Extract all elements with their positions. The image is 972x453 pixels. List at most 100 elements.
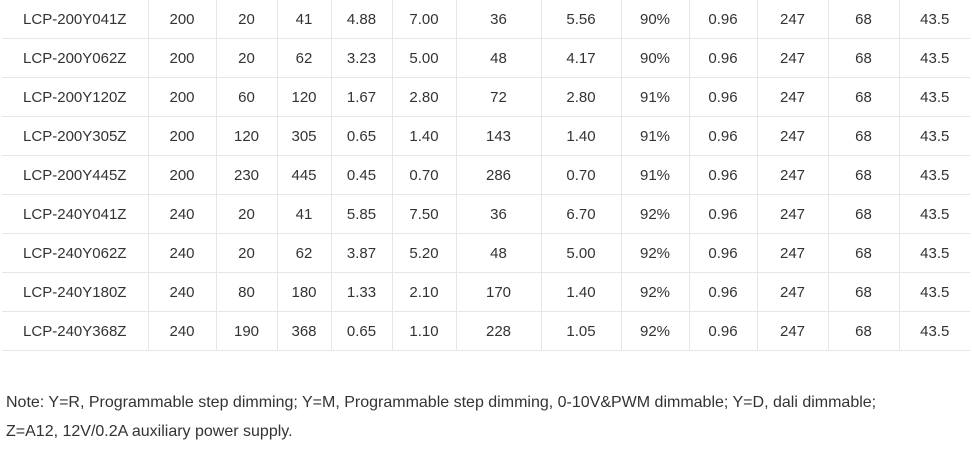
table-cell: 190: [216, 311, 278, 351]
table-cell: 240: [148, 311, 217, 351]
table-cell: 36: [456, 0, 542, 39]
table-cell: 43.5: [899, 233, 970, 273]
table-cell: 7.00: [392, 0, 457, 39]
model-cell: LCP-200Y062Z: [2, 38, 149, 78]
table-cell: 368: [277, 311, 332, 351]
table-cell: 247: [757, 38, 829, 78]
table-cell: 0.96: [689, 116, 758, 156]
footnote: Note: Y=R, Programmable step dimming; Y=…: [6, 388, 970, 446]
table-cell: 247: [757, 311, 829, 351]
table-cell: 0.96: [689, 194, 758, 234]
table-cell: 68: [828, 272, 900, 312]
table-cell: 247: [757, 116, 829, 156]
table-cell: 1.67: [331, 77, 393, 117]
model-cell: LCP-200Y445Z: [2, 155, 149, 195]
table-cell: 240: [148, 272, 217, 312]
table-cell: 0.96: [689, 272, 758, 312]
table-cell: 5.85: [331, 194, 393, 234]
table-cell: 240: [148, 194, 217, 234]
table-cell: 120: [216, 116, 278, 156]
table-cell: 247: [757, 77, 829, 117]
table-cell: 43.5: [899, 194, 970, 234]
table-cell: 445: [277, 155, 332, 195]
table-cell: 48: [456, 38, 542, 78]
table-cell: 7.50: [392, 194, 457, 234]
table-cell: 90%: [621, 0, 690, 39]
table-cell: 43.5: [899, 116, 970, 156]
table-cell: 180: [277, 272, 332, 312]
model-cell: LCP-200Y120Z: [2, 77, 149, 117]
table-cell: 3.87: [331, 233, 393, 273]
table-cell: 247: [757, 194, 829, 234]
table-cell: 5.00: [541, 233, 622, 273]
table-cell: 2.80: [392, 77, 457, 117]
table-cell: 43.5: [899, 155, 970, 195]
table-cell: 68: [828, 0, 900, 39]
table-cell: 170: [456, 272, 542, 312]
table-row: LCP-240Y180Z 240 80 180 1.33 2.10 170 1.40 92% 0.…: [2, 272, 970, 312]
table-cell: 68: [828, 116, 900, 156]
table-cell: 247: [757, 155, 829, 195]
table-cell: 2.80: [541, 77, 622, 117]
table-cell: 43.5: [899, 311, 970, 351]
table-row: LCP-200Y305Z 200 120 305 0.65 1.40 143 1.40 91% 0…: [2, 116, 970, 156]
table-cell: 62: [277, 38, 332, 78]
table-cell: 43.5: [899, 0, 970, 39]
table-cell: 20: [216, 0, 278, 39]
table-cell: 247: [757, 233, 829, 273]
table-cell: 68: [828, 233, 900, 273]
table-cell: 0.96: [689, 77, 758, 117]
table-cell: 92%: [621, 194, 690, 234]
table-cell: 68: [828, 194, 900, 234]
table-cell: 62: [277, 233, 332, 273]
table-cell: 3.23: [331, 38, 393, 78]
table-cell: 230: [216, 155, 278, 195]
table-cell: 1.40: [541, 116, 622, 156]
table-cell: 200: [148, 155, 217, 195]
table-cell: 72: [456, 77, 542, 117]
table-cell: 41: [277, 0, 332, 39]
table-cell: 68: [828, 155, 900, 195]
table-cell: 1.40: [541, 272, 622, 312]
table-cell: 247: [757, 272, 829, 312]
table-cell: 200: [148, 38, 217, 78]
table-cell: 48: [456, 233, 542, 273]
table-cell: 0.96: [689, 311, 758, 351]
table-row: LCP-240Y062Z 240 20 62 3.87 5.20 48 5.00 92% 0.96…: [2, 233, 970, 273]
table-cell: 0.96: [689, 0, 758, 39]
table-cell: 5.00: [392, 38, 457, 78]
table-cell: 20: [216, 233, 278, 273]
table-cell: 43.5: [899, 77, 970, 117]
footnote-line-1: Note: Y=R, Programmable step dimming; Y=…: [6, 394, 877, 411]
table-cell: 91%: [621, 155, 690, 195]
table-cell: 36: [456, 194, 542, 234]
table-cell: 68: [828, 311, 900, 351]
table-cell: 0.96: [689, 155, 758, 195]
table-cell: 0.96: [689, 233, 758, 273]
table-cell: 228: [456, 311, 542, 351]
table-cell: 1.10: [392, 311, 457, 351]
table-cell: 4.17: [541, 38, 622, 78]
table-cell: 92%: [621, 311, 690, 351]
model-cell: LCP-240Y180Z: [2, 272, 149, 312]
model-cell: LCP-240Y368Z: [2, 311, 149, 351]
table-cell: 4.88: [331, 0, 393, 39]
table-cell: 43.5: [899, 38, 970, 78]
table-cell: 91%: [621, 116, 690, 156]
table-cell: 286: [456, 155, 542, 195]
table-cell: 60: [216, 77, 278, 117]
table-cell: 41: [277, 194, 332, 234]
table-cell: 68: [828, 38, 900, 78]
model-cell: LCP-200Y041Z: [2, 0, 149, 39]
table-cell: 305: [277, 116, 332, 156]
table-cell: 80: [216, 272, 278, 312]
table-cell: 90%: [621, 38, 690, 78]
table-cell: 1.40: [392, 116, 457, 156]
table-cell: 0.45: [331, 155, 393, 195]
table-cell: 240: [148, 233, 217, 273]
table-cell: 20: [216, 38, 278, 78]
table-cell: 92%: [621, 233, 690, 273]
table-row: LCP-200Y041Z 200 20 41 4.88 7.00 36 5.56 90% 0.96…: [2, 0, 970, 39]
table-row: LCP-200Y445Z 200 230 445 0.45 0.70 286 0.70 91% 0…: [2, 155, 970, 195]
table-cell: 91%: [621, 77, 690, 117]
